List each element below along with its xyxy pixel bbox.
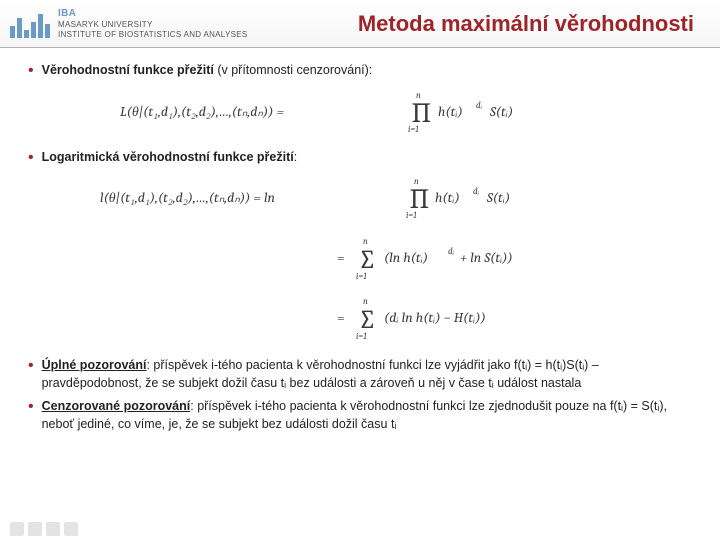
b2: Logaritmická věrohodnostní funkce přežit… [42, 150, 294, 164]
bullet-icon: • [28, 358, 34, 374]
f1-right: h(tᵢ) [438, 103, 463, 120]
f2-l2-eq: = [337, 249, 345, 266]
b3-bold: Úplné pozorování [42, 358, 147, 372]
logo-block: IBA MASARYK UNIVERSITY INSTITUTE OF BIOS… [10, 8, 248, 39]
formula-2: l(θ|(t₁,d₁),(t₂,d₂),…,(tₙ,dₙ)) = ln ∏ i=… [28, 172, 692, 347]
logo-line1: MASARYK UNIVERSITY [58, 20, 248, 30]
f2-l2-exp: dᵢ [448, 247, 455, 257]
f1-exp: dᵢ [476, 101, 483, 111]
formula-1-svg: L(θ|(t₁,d₁),(t₂,d₂),…,(tₙ,dₙ)) = ∏ i=1 n… [120, 86, 600, 134]
bullet-4-text: Cenzorované pozorování: příspěvek i-tého… [42, 398, 692, 433]
bullet-1-text: Věrohodnostní funkce přežití (v přítomno… [42, 62, 373, 80]
b1-bold: Věrohodnostní funkce přežití [42, 63, 214, 77]
footer-icons [10, 522, 78, 536]
logo-line2: INSTITUTE OF BIOSTATISTICS AND ANALYSES [58, 30, 248, 40]
logo-text: IBA MASARYK UNIVERSITY INSTITUTE OF BIOS… [58, 8, 248, 39]
footer-icon [10, 522, 24, 536]
f2-l1-right: h(tᵢ) [435, 189, 460, 206]
formula-2-svg: l(θ|(t₁,d₁),(t₂,d₂),…,(tₙ,dₙ)) = ln ∏ i=… [100, 172, 620, 342]
b2-colon: : [294, 150, 297, 164]
f2-l1-left: l(θ|(t₁,d₁),(t₂,d₂),…,(tₙ,dₙ)) = ln [100, 189, 275, 206]
formula-1: L(θ|(t₁,d₁),(t₂,d₂),…,(tₙ,dₙ)) = ∏ i=1 n… [28, 86, 692, 139]
f2-l1-upper: n [414, 177, 419, 187]
f2-l3-inner: (dᵢ ln h(tᵢ) − H(tᵢ)) [384, 309, 486, 326]
b1-plain: (v přítomnosti cenzorování): [214, 63, 372, 77]
f2-l1-lower: i=1 [406, 211, 417, 221]
f1-lower: i=1 [408, 125, 419, 134]
f2-l3-upper: n [363, 297, 368, 307]
footer-icon [28, 522, 42, 536]
header-bar: IBA MASARYK UNIVERSITY INSTITUTE OF BIOS… [0, 0, 720, 48]
bullet-3-text: Úplné pozorování: příspěvek i-tého pacie… [42, 357, 692, 392]
footer-icon [64, 522, 78, 536]
f1-right2: S(tᵢ) [489, 103, 513, 120]
footer-icon [46, 522, 60, 536]
bullet-2: • Logaritmická věrohodnostní funkce přež… [28, 149, 692, 167]
f2-l3-lower: i=1 [356, 332, 367, 342]
f2-l3-sum: ∑ [358, 305, 376, 335]
bullet-4: • Cenzorované pozorování: příspěvek i-té… [28, 398, 692, 433]
f2-l3-eq: = [337, 309, 345, 326]
bullet-icon: • [28, 63, 34, 79]
page-title: Metoda maximální věrohodnosti [248, 11, 710, 37]
bullet-icon: • [28, 150, 34, 166]
bullet-2-text: Logaritmická věrohodnostní funkce přežit… [42, 149, 298, 167]
b4-bold: Cenzorované pozorování [42, 399, 191, 413]
f2-l2-sum: ∑ [358, 245, 376, 275]
f2-l2-upper: n [363, 237, 368, 247]
f2-l1-right2: S(tᵢ) [486, 189, 510, 206]
f2-l2-lower: i=1 [356, 272, 367, 282]
f2-l2-inner2: + ln S(tᵢ)) [460, 249, 513, 266]
f1-upper: n [416, 91, 421, 101]
logo-abbrev: IBA [58, 8, 248, 20]
content-area: • Věrohodnostní funkce přežití (v přítom… [0, 48, 720, 433]
f2-l2-inner: (ln h(tᵢ) [384, 249, 428, 266]
bullet-icon: • [28, 399, 34, 415]
bullet-1: • Věrohodnostní funkce přežití (v přítom… [28, 62, 692, 80]
bullet-3: • Úplné pozorování: příspěvek i-tého pac… [28, 357, 692, 392]
logo-bars-icon [10, 10, 50, 38]
f1-left: L(θ|(t₁,d₁),(t₂,d₂),…,(tₙ,dₙ)) = [120, 103, 284, 120]
f2-l1-exp: dᵢ [473, 187, 480, 197]
